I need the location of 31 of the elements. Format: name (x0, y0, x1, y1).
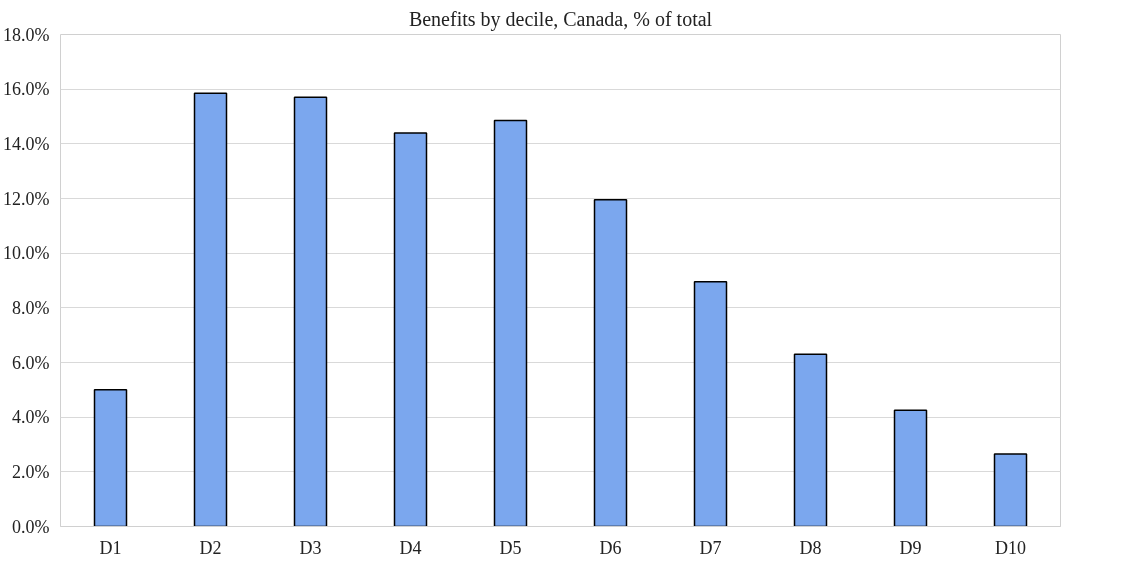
bar (893, 409, 928, 527)
y-tick-label: 0.0% (12, 516, 50, 537)
x-tick-label: D1 (99, 537, 122, 558)
x-tick-label: D2 (199, 537, 222, 558)
y-tick-label: 2.0% (12, 461, 50, 482)
y-tick-label: 16.0% (3, 79, 50, 100)
y-tick-label: 6.0% (12, 352, 50, 373)
y-tick-label: 18.0% (3, 24, 50, 45)
x-tick-label: D9 (899, 537, 922, 558)
x-tick-label: D7 (699, 537, 722, 558)
y-tick-label: 8.0% (12, 297, 50, 318)
bar (93, 389, 128, 527)
y-tick-label: 10.0% (3, 243, 50, 264)
bar (693, 281, 728, 527)
x-tick-label: D6 (599, 537, 622, 558)
x-tick-label: D5 (499, 537, 522, 558)
x-tick-label: D8 (799, 537, 822, 558)
bar (793, 353, 828, 527)
chart-title: Benefits by decile, Canada, % of total (408, 7, 713, 31)
x-tick-label: D10 (995, 537, 1026, 558)
bar (993, 453, 1028, 527)
bar (393, 132, 428, 527)
bar (593, 199, 628, 527)
x-tick-label: D3 (299, 537, 322, 558)
y-tick-label: 4.0% (12, 407, 50, 428)
bar (493, 119, 528, 527)
y-tick-label: 12.0% (3, 188, 50, 209)
y-tick-label: 14.0% (3, 133, 50, 154)
bar (193, 92, 228, 527)
bar (293, 96, 328, 527)
x-tick-label: D4 (399, 537, 422, 558)
